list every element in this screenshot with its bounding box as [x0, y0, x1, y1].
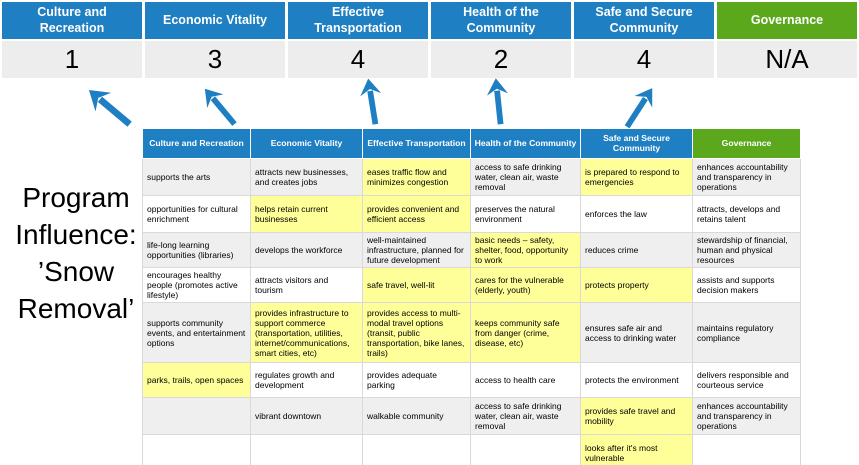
- matrix-column-header-governance: Governance: [692, 128, 801, 159]
- matrix-cell-r7-c3: walkable community: [362, 397, 471, 436]
- matrix-column-header-culture-and-recreation: Culture and Recreation: [142, 128, 251, 159]
- matrix-cell-r2-c1: opportunities for cultural enrichment: [142, 195, 251, 233]
- matrix-row-7: vibrant downtown walkable community access…: [142, 397, 801, 436]
- score-value-economic-vitality: 3: [145, 41, 285, 78]
- matrix-cell-r1-c1: supports the arts: [142, 158, 251, 196]
- matrix-cell-r4-c4: cares for the vulnerable (elderly, youth…: [470, 267, 581, 304]
- matrix-cell-r7-c6: enhances accountability and transparency…: [692, 397, 801, 436]
- matrix-cell-r7-c5: provides safe travel and mobility: [580, 397, 693, 436]
- scoreboard-header-governance: Governance: [717, 2, 857, 39]
- scoreboard-score-row: 1 3 4 2 4 N/A: [2, 41, 857, 78]
- matrix-cell-r3-c1: life-long learning opportunities (librar…: [142, 231, 251, 269]
- matrix-row-8: looks after it's most vulnerable: [142, 434, 801, 465]
- scoreboard-header-row: Culture and Recreation Economic Vitality E…: [2, 2, 857, 39]
- matrix-cell-r8-c5: looks after it's most vulnerable: [580, 434, 693, 465]
- matrix-cell-r2-c3: provides convenient and efficient access: [362, 195, 471, 233]
- matrix-cell-r6-c5: protects the environment: [580, 362, 693, 399]
- matrix-header-row: Culture and Recreation Economic Vitality E…: [142, 128, 801, 159]
- matrix-cell-r1-c4: access to safe drinking water, clean air…: [470, 158, 581, 196]
- matrix-cell-r5-c1: supports community events, and entertain…: [142, 302, 251, 364]
- matrix-cell-r1-c6: enhances accountability and transparency…: [692, 158, 801, 196]
- matrix-row-6: parks, trails, open spaces regulates grow…: [142, 362, 801, 399]
- matrix-cell-r7-c1: [142, 397, 251, 436]
- matrix-cell-r1-c5: is prepared to respond to emergencies: [580, 158, 693, 196]
- up-arrow-icon: [195, 80, 247, 135]
- matrix-column-header-economic-vitality: Economic Vitality: [250, 128, 363, 159]
- score-value-health-of-the-community: 2: [431, 41, 571, 78]
- matrix-cell-r4-c1: encourages healthy people (promotes acti…: [142, 267, 251, 304]
- matrix-cell-r5-c2: provides infrastructure to support comme…: [250, 302, 363, 364]
- scoreboard-header-economic-vitality: Economic Vitality: [145, 2, 285, 39]
- score-value-governance: N/A: [717, 41, 857, 78]
- matrix-cell-r5-c6: maintains regulatory compliance: [692, 302, 801, 364]
- matrix-cell-r3-c5: reduces crime: [580, 231, 693, 269]
- up-arrow-icon: [483, 77, 514, 129]
- up-arrow-icon: [79, 79, 142, 139]
- matrix-cell-r6-c4: access to health care: [470, 362, 581, 399]
- matrix-cell-r3-c6: stewardship of financial, human and phys…: [692, 231, 801, 269]
- score-value-safe-and-secure-community: 4: [574, 41, 714, 78]
- matrix-row-4: encourages healthy people (promotes acti…: [142, 267, 801, 304]
- matrix-cell-r5-c3: provides access to multi-modal travel op…: [362, 302, 471, 364]
- matrix-cell-r6-c2: regulates growth and development: [250, 362, 363, 399]
- matrix-cell-r4-c6: assists and supports decision makers: [692, 267, 801, 304]
- score-value-culture-and-recreation: 1: [2, 41, 142, 78]
- matrix-row-5: supports community events, and entertain…: [142, 302, 801, 364]
- matrix-cell-r2-c6: attracts, develops and retains talent: [692, 195, 801, 233]
- matrix-cell-r8-c6: [692, 434, 801, 465]
- matrix-cell-r4-c2: attracts visitors and tourism: [250, 267, 363, 304]
- matrix-cell-r8-c2: [250, 434, 363, 465]
- matrix-cell-r3-c3: well-maintained infrastructure, planned …: [362, 231, 471, 269]
- matrix-row-1: supports the arts attracts new businesses…: [142, 158, 801, 196]
- matrix-row-3: life-long learning opportunities (librar…: [142, 231, 801, 269]
- matrix-cell-r7-c4: access to safe drinking water, clean air…: [470, 397, 581, 436]
- matrix-cell-r5-c5: ensures safe air and access to drinking …: [580, 302, 693, 364]
- scoreboard-header-health-of-the-community: Health of the Community: [431, 2, 571, 39]
- matrix-cell-r1-c2: attracts new businesses, and creates job…: [250, 158, 363, 196]
- matrix-cell-r2-c2: helps retain current businesses: [250, 195, 363, 233]
- up-arrow-icon: [614, 81, 663, 137]
- matrix-cell-r5-c4: keeps community safe from danger (crime,…: [470, 302, 581, 364]
- matrix-column-header-safe-and-secure-community: Safe and Secure Community: [580, 128, 693, 159]
- matrix-column-header-health-of-the-community: Health of the Community: [470, 128, 581, 159]
- matrix-cell-r8-c3: [362, 434, 471, 465]
- matrix-cell-r8-c4: [470, 434, 581, 465]
- matrix-cell-r3-c4: basic needs – safety, shelter, food, opp…: [470, 231, 581, 269]
- scoreboard-header-effective-transportation: Effective Transportation: [288, 2, 428, 39]
- matrix-body: supports the arts attracts new businesses…: [142, 158, 801, 465]
- scoreboard-header-culture-and-recreation: Culture and Recreation: [2, 2, 142, 39]
- scoreboard-header-safe-and-secure-community: Safe and Secure Community: [574, 2, 714, 39]
- matrix-cell-r2-c4: preserves the natural environment: [470, 195, 581, 233]
- matrix-row-2: opportunities for cultural enrichment hel…: [142, 195, 801, 233]
- matrix-cell-r3-c2: develops the workforce: [250, 231, 363, 269]
- page-title: Program Influence: ’Snow Removal’: [15, 182, 137, 324]
- matrix-cell-r6-c6: delivers responsible and courteous servi…: [692, 362, 801, 399]
- matrix-cell-r8-c1: [142, 434, 251, 465]
- matrix-cell-r7-c2: vibrant downtown: [250, 397, 363, 436]
- matrix-cell-r2-c5: enforces the law: [580, 195, 693, 233]
- matrix-cell-r4-c3: safe travel, well-lit: [362, 267, 471, 304]
- score-value-effective-transportation: 4: [288, 41, 428, 78]
- matrix-cell-r4-c5: protects property: [580, 267, 693, 304]
- matrix-column-header-effective-transportation: Effective Transportation: [362, 128, 471, 159]
- matrix-cell-r1-c3: eases traffic flow and minimizes congest…: [362, 158, 471, 196]
- matrix-table: Culture and Recreation Economic Vitality E…: [142, 128, 801, 465]
- matrix-cell-r6-c3: provides adequate parking: [362, 362, 471, 399]
- up-arrow-icon: [355, 77, 389, 130]
- matrix-cell-r6-c1: parks, trails, open spaces: [142, 362, 251, 399]
